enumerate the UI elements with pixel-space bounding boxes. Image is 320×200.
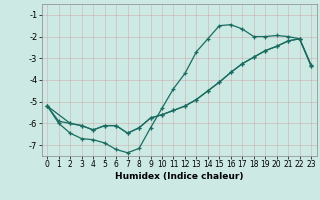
X-axis label: Humidex (Indice chaleur): Humidex (Indice chaleur) (115, 172, 244, 181)
